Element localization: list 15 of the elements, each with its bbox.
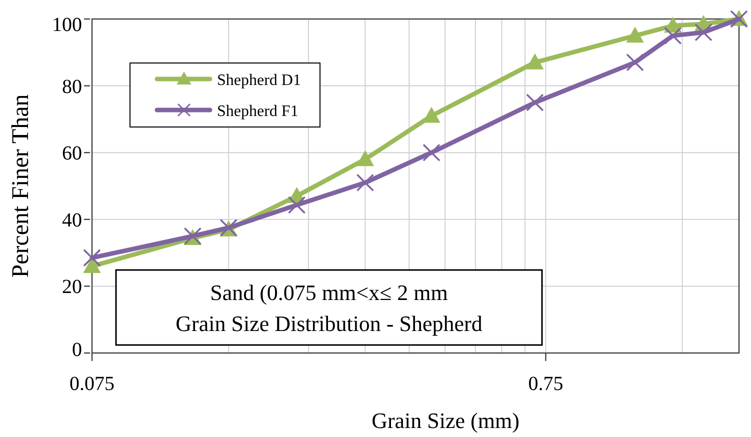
y-axis-title: Percent Finer Than: [8, 94, 34, 278]
x-tick-label: 0.075: [70, 373, 114, 395]
x-axis-title: Grain Size (mm): [372, 408, 520, 433]
y-tick-label: 40: [62, 209, 82, 232]
x-tick-label: 0.75: [528, 373, 564, 395]
annotation: Sand (0.075 mm<x≤ 2 mm: [210, 280, 448, 305]
y-tick-label: 20: [62, 276, 82, 298]
note-box: Sand (0.075 mm<x≤ 2 mm Grain Size Distribution - Shepherd: [115, 269, 543, 346]
legend-label: Shepherd D1: [217, 72, 301, 89]
legend-label: Shepherd F1: [217, 103, 298, 120]
y-tick-label: 80: [62, 76, 82, 98]
y-tick-label: 60: [62, 142, 82, 165]
y-tick-label: 100: [52, 14, 82, 36]
y-tick-label: 0: [72, 339, 82, 361]
annotation: Grain Size Distribution - Shepherd: [176, 311, 482, 336]
